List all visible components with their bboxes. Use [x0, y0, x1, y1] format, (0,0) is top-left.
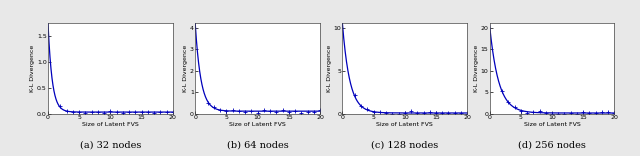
Text: (a) 32 nodes: (a) 32 nodes [80, 141, 141, 150]
X-axis label: Size of Latent FVS: Size of Latent FVS [524, 122, 580, 127]
Text: (d) 256 nodes: (d) 256 nodes [518, 141, 586, 150]
Text: (b) 64 nodes: (b) 64 nodes [227, 141, 289, 150]
X-axis label: Size of Latent FVS: Size of Latent FVS [376, 122, 433, 127]
Y-axis label: K-L Divergence: K-L Divergence [31, 45, 35, 92]
X-axis label: Size of Latent FVS: Size of Latent FVS [82, 122, 139, 127]
Y-axis label: K-L Divergence: K-L Divergence [474, 45, 479, 92]
Y-axis label: K-L Divergence: K-L Divergence [327, 45, 332, 92]
X-axis label: Size of Latent FVS: Size of Latent FVS [229, 122, 286, 127]
Text: (c) 128 nodes: (c) 128 nodes [371, 141, 438, 150]
Y-axis label: K-L Divergence: K-L Divergence [184, 45, 188, 92]
